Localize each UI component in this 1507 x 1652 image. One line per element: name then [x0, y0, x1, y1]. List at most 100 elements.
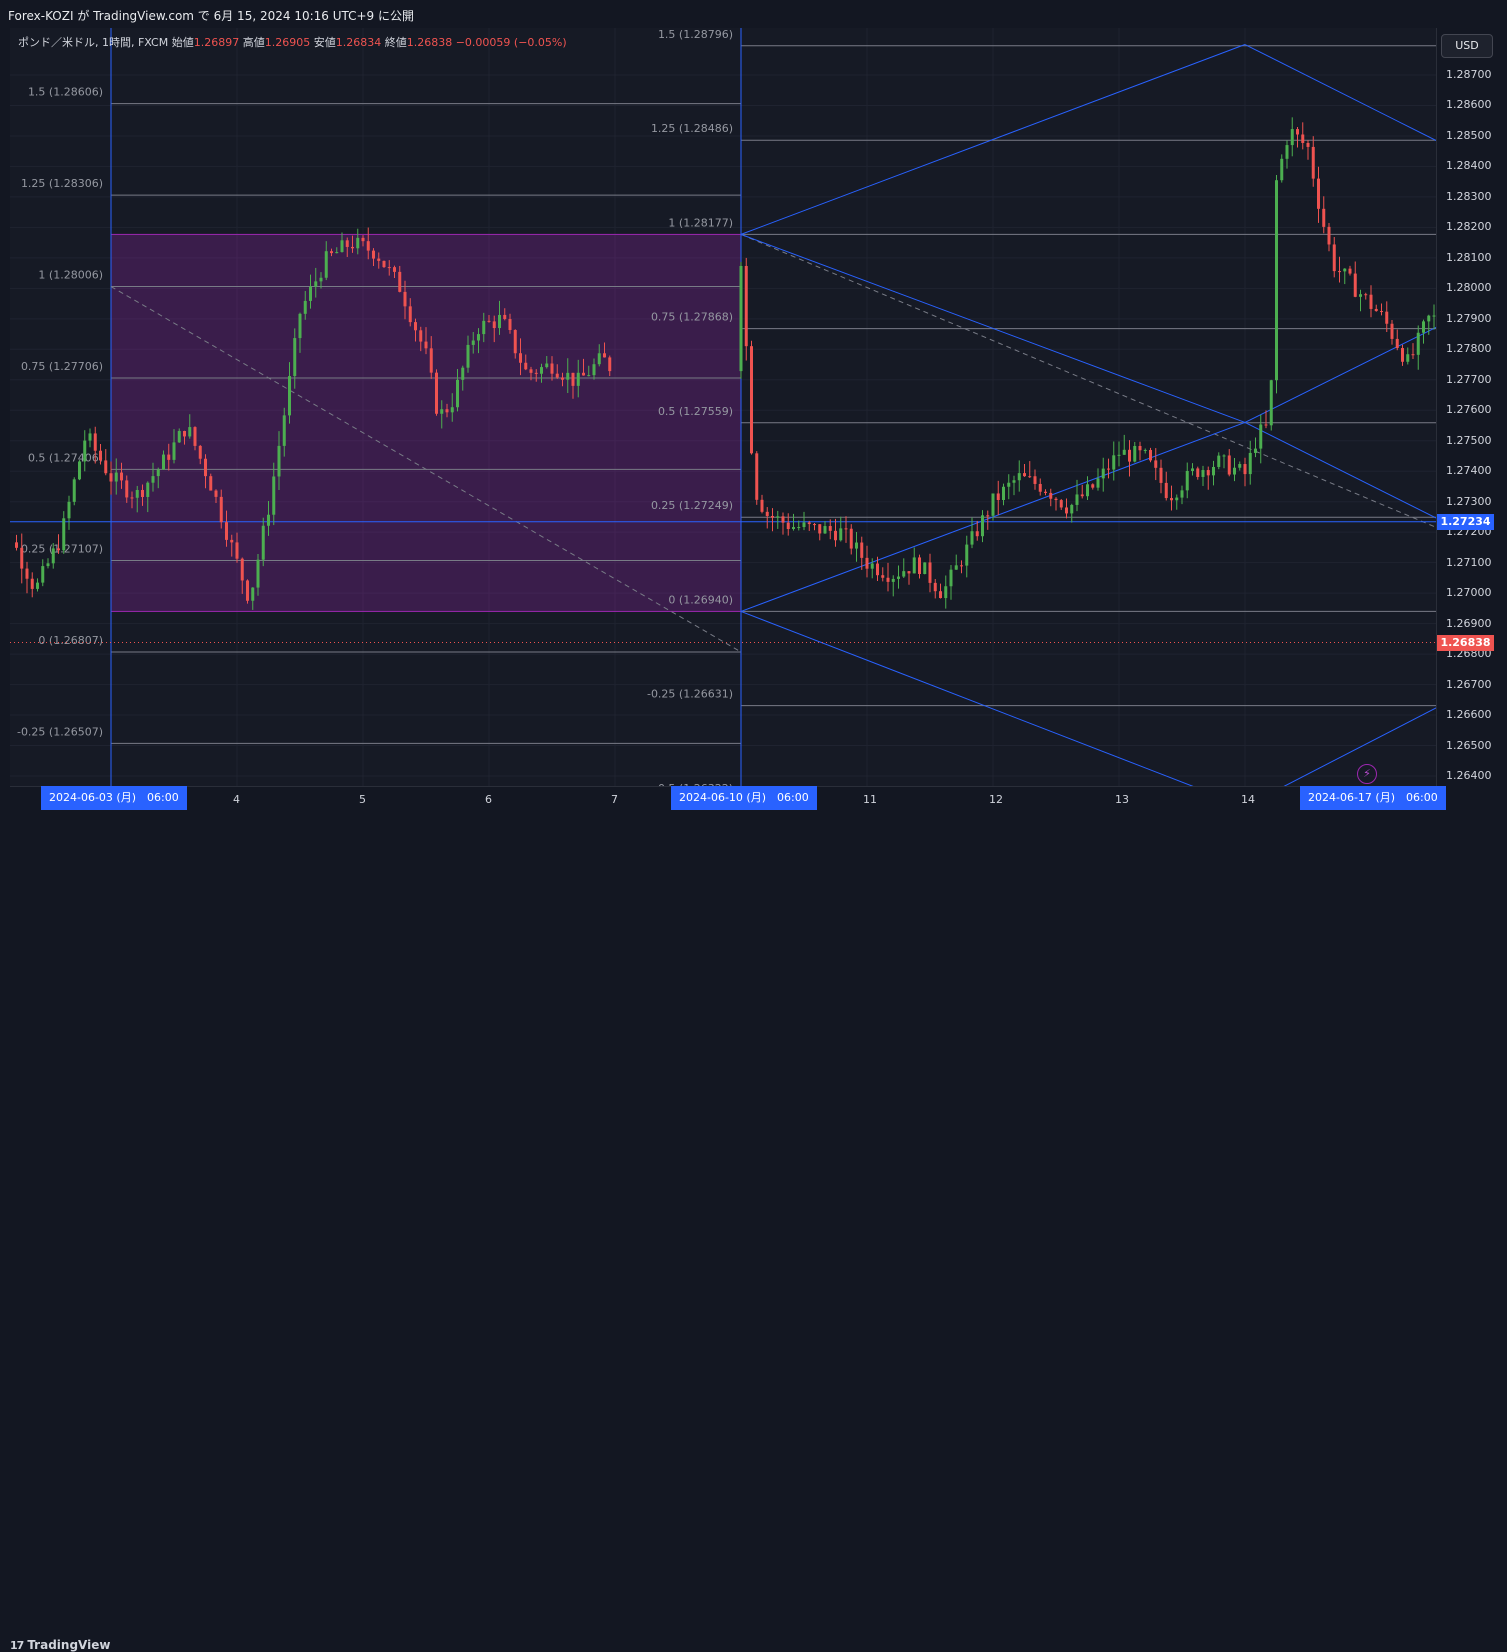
candle-body — [765, 511, 769, 516]
legend-close: 1.26838 — [406, 36, 453, 49]
fib-level-label: 0.75 (1.27868) — [651, 311, 733, 324]
time-badge: 2024-06-10 (月) 06:00 — [671, 786, 817, 810]
candle-body — [566, 372, 570, 380]
legend-close-label: 終値 — [384, 36, 407, 49]
candle-body — [135, 489, 139, 498]
trend-dashed-line — [110, 286, 742, 653]
candle-body — [340, 240, 344, 253]
chart-pane[interactable]: 1.5 (1.28606) 1.25 (1.28306) 1 (1.28006) 0.… — [10, 28, 1436, 786]
candle-body — [975, 531, 979, 537]
price-chart[interactable]: 1.5 (1.28606) 1.25 (1.28306) 1 (1.28006) 0.… — [10, 28, 1436, 786]
candle-body — [529, 369, 533, 373]
candle-body — [1112, 455, 1116, 470]
time-tick-label: 6 — [485, 793, 492, 806]
candle-body — [414, 322, 417, 331]
candle-body — [828, 526, 832, 531]
candle-body — [1175, 497, 1179, 501]
price-tick-label: 1.28400 — [1446, 159, 1492, 173]
candle-body — [1070, 504, 1074, 514]
top-bar: Forex-KOZI が TradingView.com で 6月 15, 20… — [0, 0, 1507, 28]
price-tick-label: 1.26500 — [1446, 738, 1492, 752]
candle-body — [183, 431, 186, 437]
time-tick-label: 4 — [233, 793, 240, 806]
candle-body — [393, 267, 396, 272]
price-scale[interactable] — [1436, 28, 1507, 786]
candle-body — [1233, 467, 1236, 475]
candle-body — [498, 314, 501, 329]
candle-body — [540, 367, 543, 374]
price-tick-label: 1.27000 — [1446, 586, 1492, 600]
candle-body — [1243, 464, 1247, 475]
tradingview-logo[interactable]: 𝟭𝟳 TradingView — [10, 1638, 110, 1652]
candle-body — [1411, 354, 1415, 356]
candle-body — [912, 557, 916, 574]
candle-body — [272, 476, 276, 515]
lightning-icon[interactable]: ⚡ — [1357, 764, 1377, 784]
candle-body — [576, 372, 580, 386]
candle-body — [1117, 454, 1121, 456]
candle-body — [1212, 466, 1215, 476]
candle-body — [461, 367, 465, 380]
candle-body — [844, 528, 848, 530]
candle-body — [1416, 332, 1420, 355]
candle-body — [372, 250, 375, 259]
candle-body — [1170, 498, 1173, 501]
candle-body — [67, 501, 71, 519]
candle-body — [162, 454, 165, 470]
channel-line — [1283, 707, 1436, 786]
fib-level-label: 1.25 (1.28486) — [651, 122, 733, 135]
candle-body — [214, 490, 218, 497]
candle-body — [319, 277, 323, 282]
fib-level-label: 1 (1.28006) — [38, 269, 103, 282]
candle-body — [251, 587, 255, 601]
candle-body — [487, 320, 491, 322]
candle-body — [907, 571, 911, 574]
price-tick-label: 1.28500 — [1446, 128, 1492, 142]
price-tick-label: 1.27800 — [1446, 342, 1492, 356]
price-badge: 1.26838 — [1437, 634, 1494, 651]
price-badge: 1.27234 — [1437, 513, 1494, 530]
fib-level-label: 1.5 (1.28606) — [28, 86, 103, 99]
candle-body — [1432, 315, 1436, 317]
legend-high: 1.26905 — [264, 36, 311, 49]
price-tick-label: 1.28100 — [1446, 250, 1492, 264]
candle-body — [314, 281, 318, 287]
channel-line — [1244, 44, 1436, 142]
candle-body — [151, 476, 155, 483]
candle-body — [1164, 482, 1168, 499]
candle-body — [1227, 455, 1231, 475]
candle-body — [225, 522, 228, 540]
candle-body — [1348, 268, 1352, 274]
candle-body — [1149, 449, 1152, 461]
candle-body — [1317, 178, 1320, 209]
candle-body — [351, 246, 354, 249]
time-tick-label: 12 — [989, 793, 1003, 806]
candle-body — [1201, 470, 1205, 477]
currency-button[interactable]: USD — [1441, 34, 1493, 58]
legend-symbol: ポンド／米ドル, 1時間, FXCM — [18, 36, 169, 49]
candle-body — [1128, 449, 1131, 462]
candle-body — [991, 493, 995, 516]
candle-body — [587, 375, 591, 377]
candle-body — [256, 559, 260, 588]
candle-body — [545, 363, 549, 368]
candle-body — [839, 528, 843, 541]
time-tick-label: 7 — [611, 793, 618, 806]
candle-body — [309, 286, 312, 301]
candle-body — [797, 527, 801, 529]
candle-body — [1191, 468, 1194, 471]
time-tick-label: 11 — [863, 793, 877, 806]
candle-body — [582, 372, 585, 376]
candle-body — [408, 306, 412, 323]
candle-body — [1002, 486, 1005, 501]
candle-body — [1028, 476, 1032, 478]
symbol-legend: ポンド／米ドル, 1時間, FXCM 始値1.26897 高値1.26905 安… — [18, 34, 567, 50]
candle-body — [944, 586, 948, 599]
time-tick-label: 14 — [1241, 793, 1255, 806]
candle-body — [156, 469, 160, 477]
candle-body — [1395, 338, 1399, 349]
candle-body — [1091, 484, 1095, 488]
candle-body — [456, 379, 459, 408]
candle-body — [303, 300, 307, 314]
candle-body — [1311, 146, 1315, 179]
